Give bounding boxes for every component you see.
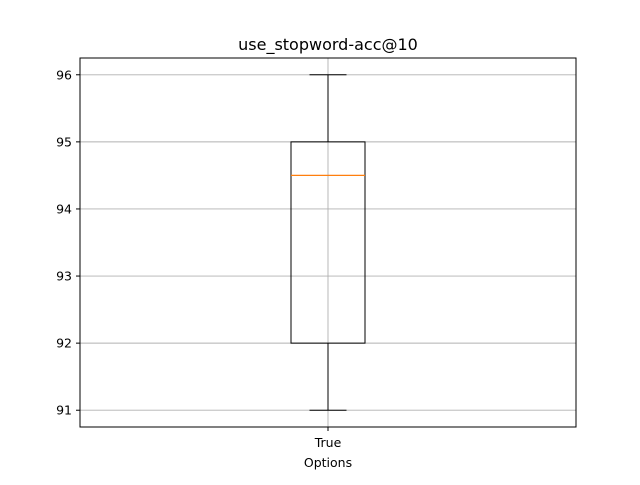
- box-layer: [290, 74, 366, 411]
- y-tick-label: 95: [56, 134, 72, 149]
- box-iqr: [290, 141, 366, 344]
- x-axis-label: Options: [304, 455, 352, 470]
- y-tick-label: 96: [56, 67, 72, 82]
- y-tick-label: 93: [56, 269, 72, 284]
- chart-title: use_stopword-acc@10: [238, 35, 418, 55]
- y-tick-label: 94: [56, 201, 72, 216]
- y-tick-label: 91: [56, 403, 72, 418]
- x-tick-label: True: [314, 435, 342, 450]
- y-tick-label: 92: [56, 336, 72, 351]
- tick-layer: 91 92 93 94 95 96 True: [56, 67, 341, 450]
